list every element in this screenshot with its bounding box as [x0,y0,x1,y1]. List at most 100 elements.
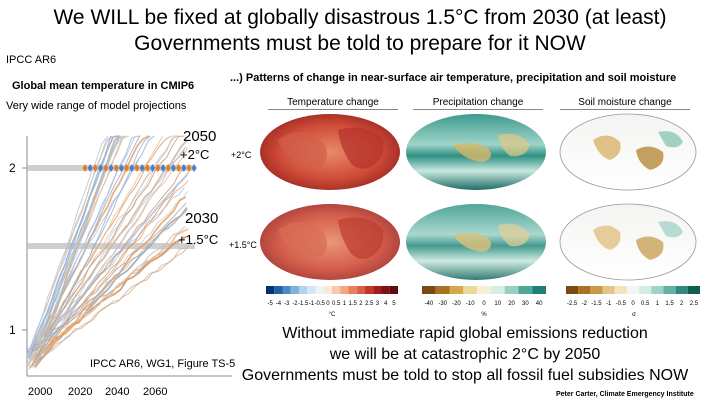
land-shape [453,233,492,252]
level-1-5c-label: +1.5°C [178,232,219,247]
x-tick-label-2000: 2000 [28,386,52,398]
model-line [34,147,186,366]
scale-swatch [266,286,275,294]
scale-tick-label: 2.5 [365,301,374,307]
land-shape [278,131,327,168]
scale-swatch [566,286,579,294]
scale-swatch [389,286,398,294]
crossing-marker [98,164,104,172]
left-chart-subtitle: Very wide range of model projections [6,100,187,112]
model-line [34,196,187,370]
scale-tick-label: 3 [376,301,380,307]
crossing-marker [82,164,88,172]
soil-moisture-scale: -2.5 -2 -1.5 -1 -0.5 0 0.5 1 1.5 2 2.5 [566,286,700,307]
crossing-marker [155,164,161,172]
scale-swatch [282,286,291,294]
land-shape [658,131,683,148]
land-shape [338,217,384,259]
scale-tick-label: -5 [267,301,273,307]
crossing-marker [113,164,119,172]
scale-tick-label: 0.5 [641,301,650,307]
row-label-2c: +2°C [231,150,252,160]
scale-tick-label: 2 [680,301,684,307]
scale-tick-label: 5 [392,301,396,307]
scale-swatch [332,286,341,294]
maps-heading: ...) Patterns of change in near-surface … [230,72,677,84]
scale-swatch [348,286,357,294]
scale-swatch [675,286,688,294]
scale-swatch [639,286,652,294]
x-tick-label-2060: 2060 [143,386,167,398]
crossing-marker [103,164,109,172]
maps-grid [260,113,697,281]
temperature-projection-chart: 2 1 2000 2020 2040 2060 [9,135,232,398]
scale-swatch [504,286,519,294]
y-tick-label-2: 2 [9,161,16,175]
scale-swatch [373,286,382,294]
x-tick-label-2040: 2040 [105,386,129,398]
model-line [27,135,126,367]
column-title-temperature: Temperature change [268,97,398,110]
crossing-marker [181,164,187,172]
model-line [29,166,187,371]
crossing-marker [87,164,93,172]
temperature-scale: -5 -4 -3 -2 -1.5 -1 -0.5 0 0.5 1 1.5 2 2.5 3 4 5 [266,286,398,307]
crossing-marker [165,164,171,172]
crossing-marker [176,164,182,172]
scale-swatch [614,286,627,294]
scale-swatch [490,286,505,294]
crossing-marker [118,164,124,172]
crossing-marker [150,164,156,172]
year-2050-label: 2050 [183,128,217,145]
scale-swatch [477,286,491,294]
model-line [35,247,186,363]
scale-tick-label: -30 [438,301,447,307]
land-shape [593,135,621,160]
crossing-marker [124,164,130,172]
crossing-marker [92,164,98,172]
crossing-marker [191,164,197,172]
scale-swatch [449,286,464,294]
left-chart-title: Global mean temperature in CMIP6 [12,80,195,92]
scale-tick-label: 0.5 [332,301,341,307]
scale-tick-label: 4 [384,301,388,307]
crossing-marker [134,164,140,172]
crossing-marker [170,164,176,172]
scale-swatch [435,286,450,294]
model-line [33,135,130,362]
land-shape [636,236,664,260]
model-line [32,245,190,362]
scale-swatch [323,286,332,294]
scale-tick-label: -20 [452,301,461,307]
scale-tick-label: 0 [326,301,330,307]
bottom-line-3: Governments must be told to stop all fos… [241,367,689,384]
scale-tick-label: -1.5 [591,301,602,307]
y-tick-label-1: 1 [9,323,16,337]
model-line [29,207,187,356]
scale-swatch [340,286,349,294]
scale-tick-label: 1.5 [665,301,674,307]
scale-tick-label: -3 [284,301,290,307]
scale-swatch [422,286,436,294]
scale-tick-label: 1 [656,301,660,307]
color-scales: -5 -4 -3 -2 -1.5 -1 -0.5 0 0.5 1 1.5 2 2.5 3 4 5 -40 -30… [266,286,700,318]
column-title-precipitation: Precipitation change [413,97,543,110]
scale-swatch [651,286,664,294]
scale-swatch [307,286,316,294]
scale-swatch [602,286,615,294]
year-2030-label: 2030 [185,210,219,227]
scale-tick-label: 1.5 [348,301,357,307]
soil-scale-unit: σ [632,312,636,318]
land-shape [338,127,384,169]
citation: IPCC AR6, WG1, Figure TS-5 [90,358,236,370]
scale-tick-label: 30 [522,301,529,307]
scale-tick-label: -1 [606,301,612,307]
scale-tick-label: 2.5 [690,301,699,307]
headline-line-2: Governments must be told to prepare for … [134,32,586,55]
scale-tick-label: -1.5 [298,301,309,307]
land-shape [636,146,664,170]
bottom-line-1: Without immediate rapid global emissions… [282,325,648,342]
scale-tick-label: -10 [466,301,475,307]
crossing-marker [144,164,150,172]
scale-tick-label: 10 [494,301,501,307]
